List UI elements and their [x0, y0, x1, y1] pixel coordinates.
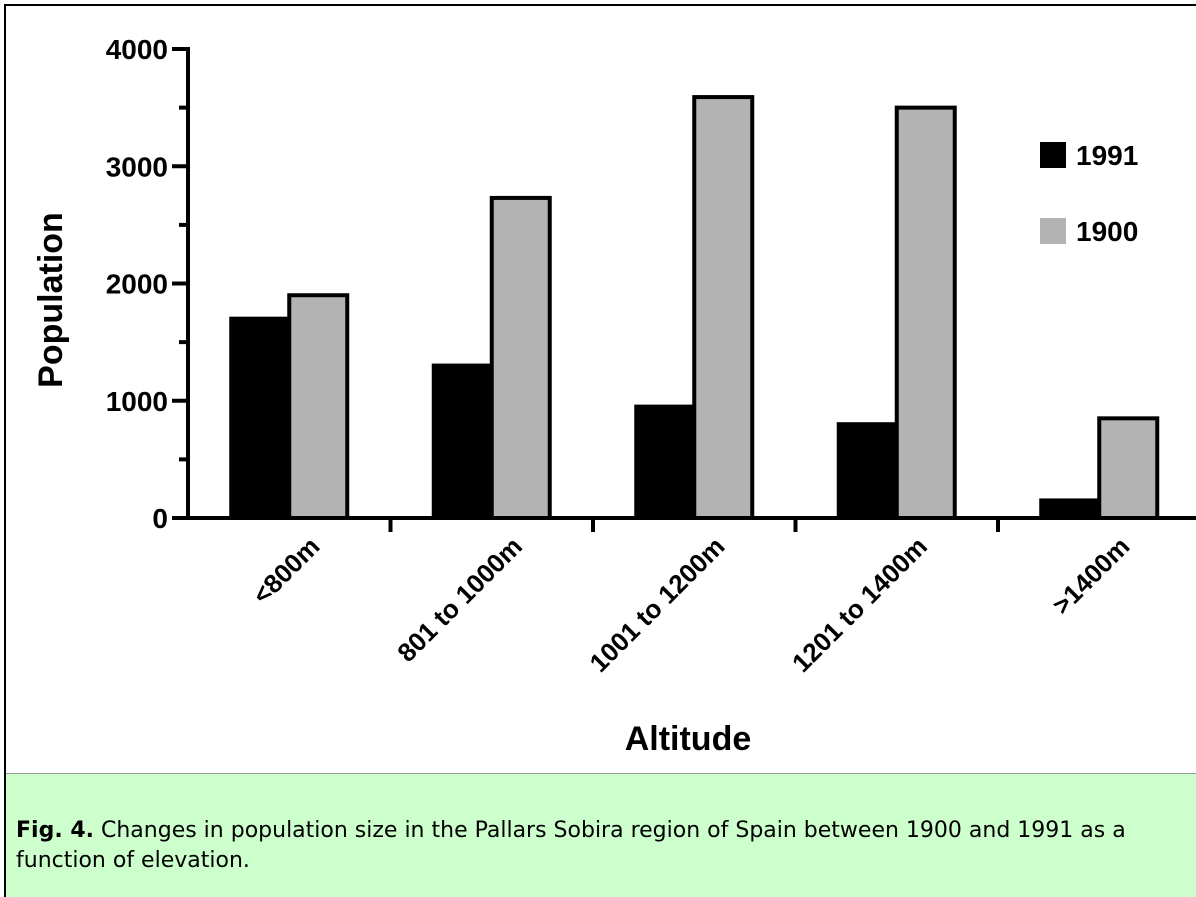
x-axis-title: Altitude [625, 720, 752, 758]
y-tick-label: 1000 [106, 386, 168, 417]
bar [634, 404, 697, 520]
x-tick-label: 801 to 1000m [391, 531, 528, 668]
legend-swatch [1040, 142, 1066, 168]
x-tick-label: <800m [247, 531, 326, 610]
bar [287, 293, 350, 520]
legend-label: 1991 [1076, 140, 1138, 171]
y-tick-label: 2000 [106, 269, 168, 300]
legend-swatch [1040, 218, 1066, 244]
y-axis-title: Population [32, 212, 70, 388]
caption-text: Changes in population size in the Pallar… [16, 818, 1126, 873]
bar [692, 95, 755, 520]
bar [489, 195, 552, 520]
x-tick-label: 1001 to 1200m [584, 531, 731, 678]
bar [229, 316, 292, 520]
figure-frame [4, 4, 1196, 897]
y-tick-label: 3000 [106, 151, 168, 182]
bar [431, 363, 494, 521]
caption-label: Fig. 4. [16, 818, 94, 843]
x-tick-label: 1201 to 1400m [786, 531, 933, 678]
y-tick-label: 0 [152, 503, 168, 534]
bar [1039, 498, 1102, 521]
bar [836, 422, 899, 521]
x-tick-label: >1400m [1046, 531, 1135, 620]
chart: Altitude Population 0 1000 2000 3000 4000 <80… [32, 34, 1196, 758]
bar [1097, 416, 1160, 520]
caption: Fig. 4. Changes in population size in th… [6, 773, 1196, 897]
legend-label: 1900 [1076, 216, 1138, 247]
bar [894, 105, 957, 520]
y-tick-label: 4000 [106, 34, 168, 65]
